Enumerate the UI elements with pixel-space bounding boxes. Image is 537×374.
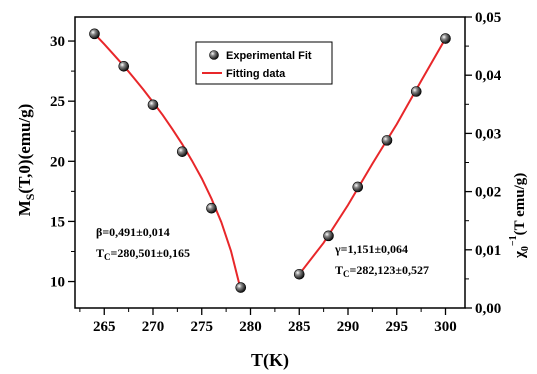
fit-curve-right <box>298 38 447 275</box>
data-point-right <box>440 33 451 44</box>
y-right-axis-ticks: 0,00 0,01 0,02 0,03 0,04 0,05 <box>465 10 502 317</box>
data-point-right <box>323 230 334 242</box>
x-tick-label: 295 <box>386 319 409 335</box>
y-right-tick-label: 0,05 <box>475 10 501 26</box>
data-point-left <box>206 202 217 214</box>
legend: Experimental Fit Fitting data <box>195 41 333 85</box>
x-axis-ticks: 265 270 275 280 285 290 295 300 <box>79 308 457 335</box>
y-right-tick-label: 0,02 <box>475 185 501 201</box>
x-tick-label: 275 <box>191 319 214 335</box>
data-point-right <box>381 135 393 146</box>
data-point-right <box>293 268 305 280</box>
annotation-beta: β=0,491±0,014 TC=280,501±0,165 <box>96 225 190 262</box>
data-point-left <box>147 99 159 111</box>
y-right-tick-label: 0,01 <box>475 243 501 259</box>
y-left-tick-label: 15 <box>50 214 65 230</box>
data-point-left <box>235 282 247 293</box>
data-point-left <box>89 28 100 40</box>
x-tick-label: 285 <box>288 319 311 335</box>
data-point-left <box>176 146 188 157</box>
y-right-tick-label: 0,04 <box>475 68 502 84</box>
x-tick-label: 290 <box>337 319 360 335</box>
legend-marker-experimental <box>209 50 219 60</box>
data-point-right <box>352 181 364 193</box>
y-right-axis-title: χ0−1(T emu/g) <box>508 173 531 259</box>
x-tick-label: 300 <box>434 319 457 335</box>
data-points <box>89 28 451 293</box>
annotation-gamma-line2: TC=282,123±0,527 <box>335 263 429 279</box>
x-tick-label: 270 <box>142 319 165 335</box>
y-left-tick-label: 10 <box>50 275 65 291</box>
y-left-axis-ticks: 10 15 20 25 30 <box>50 34 75 291</box>
annotation-gamma: γ=1,151±0,064 TC=282,123±0,527 <box>334 242 429 279</box>
x-tick-label: 265 <box>93 319 116 335</box>
fit-curves <box>93 33 447 291</box>
x-tick-label: 280 <box>239 319 262 335</box>
y-left-tick-label: 30 <box>50 34 65 50</box>
data-point-right <box>410 86 422 97</box>
y-right-tick-label: 0,00 <box>475 301 501 317</box>
x-axis-title: T(K) <box>251 350 289 371</box>
annotation-gamma-line1: γ=1,151±0,064 <box>334 242 408 256</box>
legend-box <box>195 41 333 85</box>
legend-label-experimental: Experimental Fit <box>226 50 312 62</box>
y-right-tick-label: 0,03 <box>475 126 501 142</box>
y-left-tick-label: 20 <box>50 154 65 170</box>
y-left-tick-label: 25 <box>50 94 65 110</box>
annotation-beta-line2: TC=280,501±0,165 <box>96 246 190 262</box>
legend-label-fitting: Fitting data <box>226 68 286 80</box>
y-left-axis-title: MS(T,0)(emu/g) <box>15 104 37 217</box>
data-point-left <box>118 61 130 72</box>
annotation-beta-line1: β=0,491±0,014 <box>96 225 170 239</box>
fit-curve-left <box>93 33 242 291</box>
